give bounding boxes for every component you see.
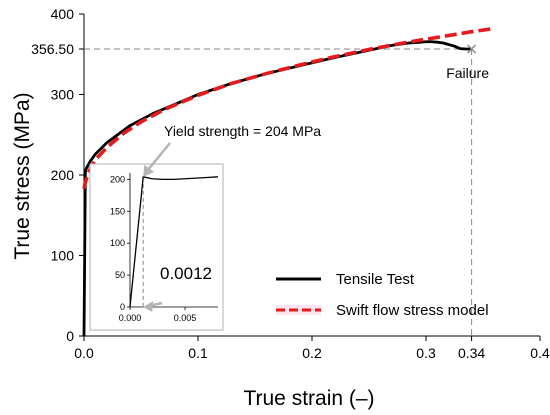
inset-y-tick-label-100: 100 bbox=[110, 238, 125, 248]
inset-y-tick-label-50: 50 bbox=[115, 270, 125, 280]
yield-arrow-shaft bbox=[146, 142, 171, 172]
yield-arrow-head bbox=[143, 164, 155, 177]
y-axis-label: True stress (MPa) bbox=[11, 92, 34, 259]
inset-y-tick-label-150: 150 bbox=[110, 206, 125, 216]
x-tick-label-0-0: 0.0 bbox=[74, 345, 94, 361]
failure-label: Failure bbox=[446, 65, 489, 81]
inset-strain-label: 0.0012 bbox=[160, 264, 212, 283]
inset-x-tick-label-0-005: 0.005 bbox=[174, 313, 197, 323]
y-tick-label-100: 100 bbox=[51, 248, 75, 264]
legend-label-swift-model: Swift flow stress model bbox=[336, 302, 489, 319]
yield-strength-label: Yield strength = 204 MPa bbox=[164, 123, 321, 139]
failure-marker bbox=[467, 44, 477, 54]
y-tick-label-300: 300 bbox=[51, 87, 75, 103]
y-tick-label-356-50: 356.50 bbox=[31, 41, 74, 57]
inset-y-tick-label-0: 0 bbox=[120, 302, 125, 312]
x-tick-label-0-4: 0.4 bbox=[530, 345, 550, 361]
y-tick-label-200: 200 bbox=[51, 167, 75, 183]
inset-x-tick-label-0-000: 0.000 bbox=[119, 313, 142, 323]
y-tick-label-0: 0 bbox=[66, 328, 74, 344]
x-tick-label-0-3: 0.3 bbox=[416, 345, 436, 361]
legend-label-tensile-test: Tensile Test bbox=[336, 271, 415, 288]
x-tick-label-0-1: 0.1 bbox=[188, 345, 208, 361]
inset-series-line bbox=[129, 176, 219, 308]
inset-y-tick-label-200: 200 bbox=[110, 174, 125, 184]
inset-frame bbox=[89, 163, 224, 331]
legend-swatch-highlight bbox=[276, 305, 321, 315]
main-plot: 0 100 200 300 356.50 400 0.0 0.1 0.2 0.3 0.34 0.4 Fa… bbox=[31, 6, 550, 361]
x-axis-label: True strain (–) bbox=[243, 387, 374, 410]
inset-plot: 0 50 100 150 200 0.000 0.005 0.0012 bbox=[89, 142, 224, 331]
y-tick-label-400: 400 bbox=[51, 6, 75, 22]
x-tick-label-0-2: 0.2 bbox=[302, 345, 322, 361]
strain-arrow-head bbox=[143, 301, 154, 312]
x-tick-label-0-34: 0.34 bbox=[458, 345, 485, 361]
legend: Tensile Test Swift flow stress model bbox=[276, 271, 489, 319]
